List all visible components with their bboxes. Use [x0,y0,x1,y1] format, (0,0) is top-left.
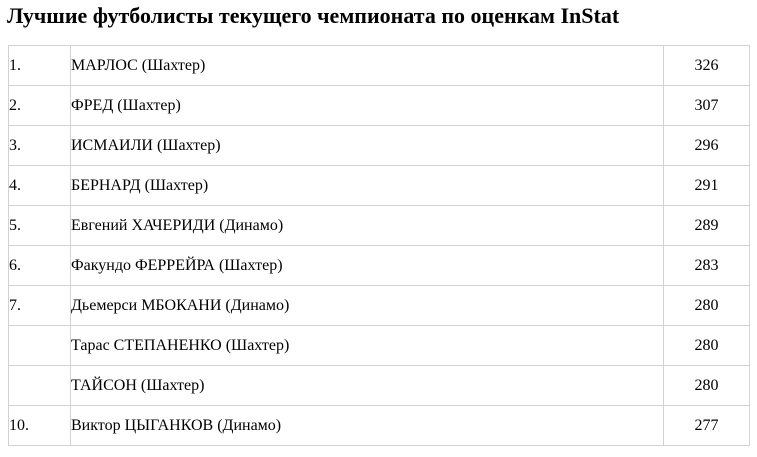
score-cell: 326 [663,45,750,86]
table-row: 6. Факундо ФЕРРЕЙРА (Шахтер) 283 [8,245,750,286]
table-row: 1. МАРЛОС (Шахтер) 326 [8,45,750,86]
player-cell: Виктор ЦЫГАНКОВ (Динамо) [70,405,664,446]
table-row: 5. Евгений ХАЧЕРИДИ (Динамо) 289 [8,205,750,246]
table-row: 7. Дьемерси МБОКАНИ (Динамо) 280 [8,285,750,326]
rank-cell: 7. [8,285,71,326]
score-cell: 280 [663,325,750,366]
rank-cell: 10. [8,405,71,446]
player-cell: ФРЕД (Шахтер) [70,85,664,126]
score-cell: 307 [663,85,750,126]
table-row: 2. ФРЕД (Шахтер) 307 [8,85,750,126]
table-row: 10. Виктор ЦЫГАНКОВ (Динамо) 277 [8,405,750,446]
table-row: ТАЙСОН (Шахтер) 280 [8,365,750,406]
table-row: 4. БЕРНАРД (Шахтер) 291 [8,165,750,206]
score-cell: 289 [663,205,750,246]
player-cell: МАРЛОС (Шахтер) [70,45,664,86]
player-cell: БЕРНАРД (Шахтер) [70,165,664,206]
rank-cell: 6. [8,245,71,286]
rank-cell: 3. [8,125,71,166]
player-cell: Факундо ФЕРРЕЙРА (Шахтер) [70,245,664,286]
score-cell: 280 [663,365,750,406]
rank-cell: 1. [8,45,71,86]
score-cell: 291 [663,165,750,206]
rank-cell: 2. [8,85,71,126]
score-cell: 283 [663,245,750,286]
table-row: 3. ИСМАИЛИ (Шахтер) 296 [8,125,750,166]
rank-cell [8,365,71,406]
rank-cell: 4. [8,165,71,206]
rank-cell: 5. [8,205,71,246]
score-cell: 296 [663,125,750,166]
player-cell: Тарас СТЕПАНЕНКО (Шахтер) [70,325,664,366]
score-cell: 280 [663,285,750,326]
score-cell: 277 [663,405,750,446]
page-title: Лучшие футболисты текущего чемпионата по… [7,3,620,28]
table-row: Тарас СТЕПАНЕНКО (Шахтер) 280 [8,325,750,366]
rank-cell [8,325,71,366]
player-cell: Дьемерси МБОКАНИ (Динамо) [70,285,664,326]
rankings-table: 1. МАРЛОС (Шахтер) 326 2. ФРЕД (Шахтер) … [8,45,750,446]
player-cell: ИСМАИЛИ (Шахтер) [70,125,664,166]
player-cell: Евгений ХАЧЕРИДИ (Динамо) [70,205,664,246]
player-cell: ТАЙСОН (Шахтер) [70,365,664,406]
